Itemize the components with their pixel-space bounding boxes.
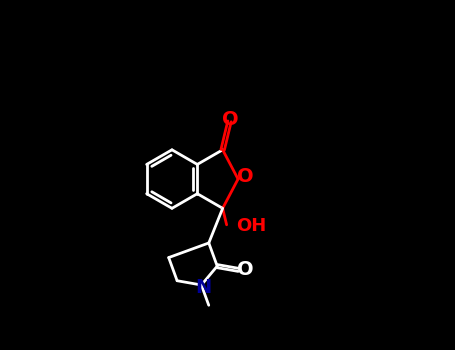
Text: O: O xyxy=(237,167,253,186)
Text: O: O xyxy=(237,260,254,279)
Text: N: N xyxy=(195,278,211,297)
Text: OH: OH xyxy=(236,217,266,235)
Text: O: O xyxy=(222,110,238,128)
